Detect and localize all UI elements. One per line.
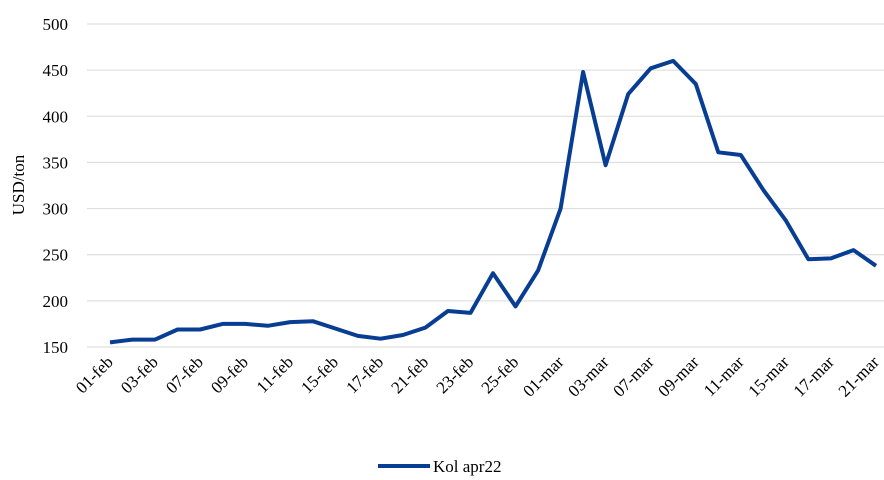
y-tick-label: 400 [43, 107, 69, 126]
x-tick-label: 09-mar [654, 352, 702, 400]
legend-label: Kol apr22 [433, 457, 501, 476]
y-axis-label: USD/ton [9, 154, 28, 215]
x-tick-label: 07-feb [162, 352, 207, 397]
y-tick-label: 150 [43, 338, 69, 357]
x-tick-label: 25-feb [478, 352, 523, 397]
y-tick-label: 450 [43, 61, 69, 80]
y-tick-label: 300 [43, 200, 69, 219]
x-tick-label: 09-feb [207, 352, 252, 397]
x-tick-label: 01-mar [519, 352, 567, 400]
y-tick-label: 350 [43, 153, 69, 172]
data-line [109, 58, 878, 345]
x-tick-label: 15-feb [297, 352, 342, 397]
x-tick-label: 23-feb [432, 352, 477, 397]
x-tick-label: 15-mar [745, 352, 793, 400]
x-tick-label: 07-mar [609, 352, 657, 400]
x-tick-label: 21-feb [387, 352, 432, 397]
y-tick-label: 200 [43, 292, 69, 311]
x-tick-label: 01-feb [72, 352, 117, 397]
x-tick-label: 11-feb [253, 352, 297, 396]
x-tick-label: 17-feb [342, 352, 387, 397]
x-tick-label: 03-mar [564, 352, 612, 400]
x-tick-label: 11-mar [700, 352, 748, 400]
x-tick-label: 17-mar [790, 352, 838, 400]
x-tick-label: 03-feb [117, 352, 162, 397]
y-tick-label: 500 [43, 15, 69, 34]
y-tick-label: 250 [43, 246, 69, 265]
x-tick-label: 21-mar [835, 352, 883, 400]
